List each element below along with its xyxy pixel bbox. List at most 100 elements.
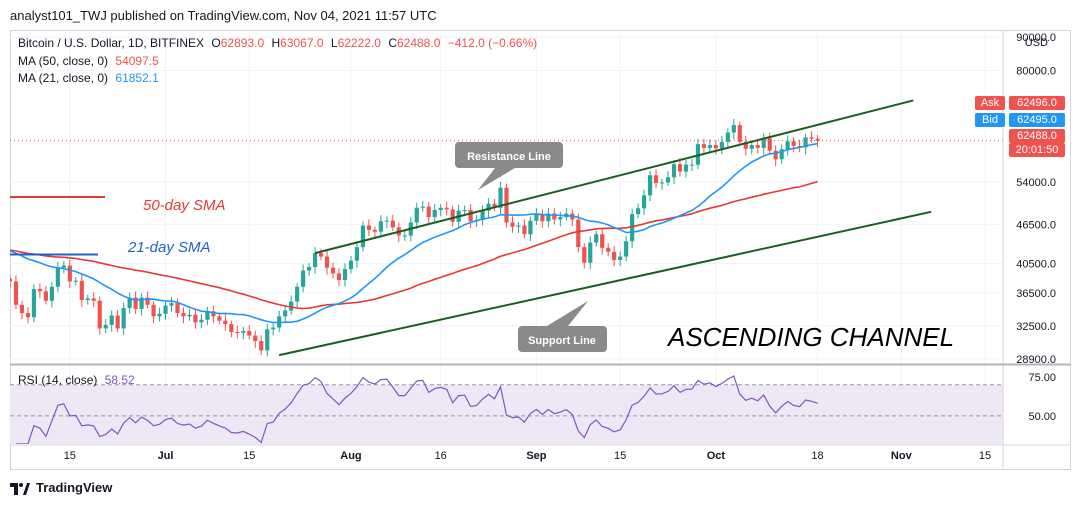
candle-body (139, 297, 144, 309)
resistance-line-label: Resistance Line (467, 151, 551, 163)
annotations: Resistance Line Support Line 50-day SMA … (127, 142, 954, 352)
candle-body (205, 311, 210, 320)
candle-body (510, 222, 515, 227)
candle-body (785, 141, 790, 150)
candle-body (558, 217, 563, 220)
candle-body (689, 164, 695, 166)
candle-body (67, 265, 72, 282)
candle-body (193, 314, 198, 323)
axes: 90000.0 80000.0 54000.0 46500.0 40500.0 36500… (10, 30, 1071, 470)
bid-price-tag: 62495.0 (1009, 113, 1065, 127)
candle-body (330, 267, 336, 274)
candle-body (659, 182, 665, 184)
last-price-tag: 62488.0 (1009, 129, 1065, 143)
candle-body (618, 256, 623, 260)
candle-body (594, 234, 599, 243)
ma21-legend: MA (21, close, 0) 61852.1 (18, 71, 163, 85)
sma50-label: 50-day SMA (143, 197, 226, 214)
candle-body (79, 280, 84, 300)
candle-body (223, 320, 228, 325)
rsi-line (16, 375, 818, 444)
candle-body (731, 125, 736, 133)
time-tick-label: Jul (158, 450, 174, 462)
candle-body (145, 297, 150, 305)
candle-body (552, 213, 557, 220)
candle-body (283, 310, 288, 317)
candle-body (151, 304, 156, 317)
support-callout: Support Line (518, 301, 607, 352)
candle-body (588, 242, 593, 263)
candle-body (265, 329, 270, 351)
ma50-value: 54097.5 (115, 54, 159, 68)
candle-body (318, 253, 324, 257)
candle-body (761, 138, 766, 148)
price-tick-label: 54000.0 (1016, 177, 1056, 189)
support-line (278, 210, 932, 357)
candle-body (103, 324, 108, 329)
published-line: analyst101_TWJ published on TradingView.… (10, 8, 437, 23)
candle-body (271, 327, 276, 330)
candle-body (163, 305, 168, 314)
candle-body (492, 203, 497, 208)
ma21-value: 61852.1 (115, 71, 159, 85)
candle-body (43, 291, 48, 301)
candle-body (295, 286, 300, 302)
candle-body (480, 210, 485, 221)
candle-body (600, 234, 605, 248)
candle-body (582, 247, 587, 263)
candle-body (25, 313, 31, 318)
high-value: 63067.0 (280, 36, 324, 50)
tradingview-logo-icon (10, 482, 30, 495)
candle-body (450, 209, 455, 222)
candle-body (779, 149, 784, 160)
candle-body (181, 313, 186, 317)
candle-body (653, 175, 659, 183)
time-tick-label: 15 (979, 450, 991, 462)
sma21-label: 21-day SMA (127, 239, 211, 256)
candle-body (378, 221, 383, 232)
time-tick-label: Sep (526, 450, 546, 462)
bid-badge: Bid (975, 113, 1005, 127)
candle-body (725, 132, 730, 142)
candle-body (402, 235, 407, 237)
candle-body (169, 303, 174, 306)
countdown-tag: 20:01:50 (1009, 143, 1065, 157)
candle-body (612, 251, 617, 260)
candle-body (636, 208, 641, 215)
price-pane (10, 99, 1003, 357)
candle-body (175, 303, 180, 314)
price-tick-label: 80000.0 (1016, 66, 1056, 78)
candle-body (157, 313, 162, 317)
tradingview-footer[interactable]: TradingView (10, 480, 112, 495)
symbol-legend: Bitcoin / U.S. Dollar, 1D, BITFINEX O628… (18, 36, 541, 50)
candle-body (199, 319, 204, 323)
price-tick-label: 46500.0 (1016, 219, 1056, 231)
candle-body (683, 164, 689, 172)
candle-body (701, 144, 706, 148)
candle-body (516, 225, 521, 227)
tradingview-brand: TradingView (36, 480, 113, 495)
rsi-tick-label: 50.00 (1028, 411, 1056, 423)
candle-body (85, 298, 90, 300)
resistance-line (314, 99, 914, 255)
change-value: −412.0 (−0.66%) (447, 36, 538, 50)
candle-body (229, 324, 234, 332)
price-tick-label: 40500.0 (1016, 258, 1056, 270)
candle-body (432, 210, 437, 218)
candle-body (109, 315, 114, 325)
low-label: L (330, 36, 338, 50)
candle-body (791, 141, 796, 147)
candle-body (289, 301, 294, 311)
candle-body (372, 229, 377, 232)
candle-body (91, 298, 96, 301)
candle-body (414, 207, 419, 223)
candle-body (647, 175, 653, 196)
candle-body (49, 286, 54, 301)
candle-body (259, 341, 264, 351)
candle-body (253, 335, 258, 342)
candle-body (366, 225, 372, 230)
rsi-tick-label: 75.00 (1028, 372, 1056, 384)
low-value: 62222.0 (337, 36, 381, 50)
ma50-label: MA (50, close, 0) (18, 54, 109, 68)
